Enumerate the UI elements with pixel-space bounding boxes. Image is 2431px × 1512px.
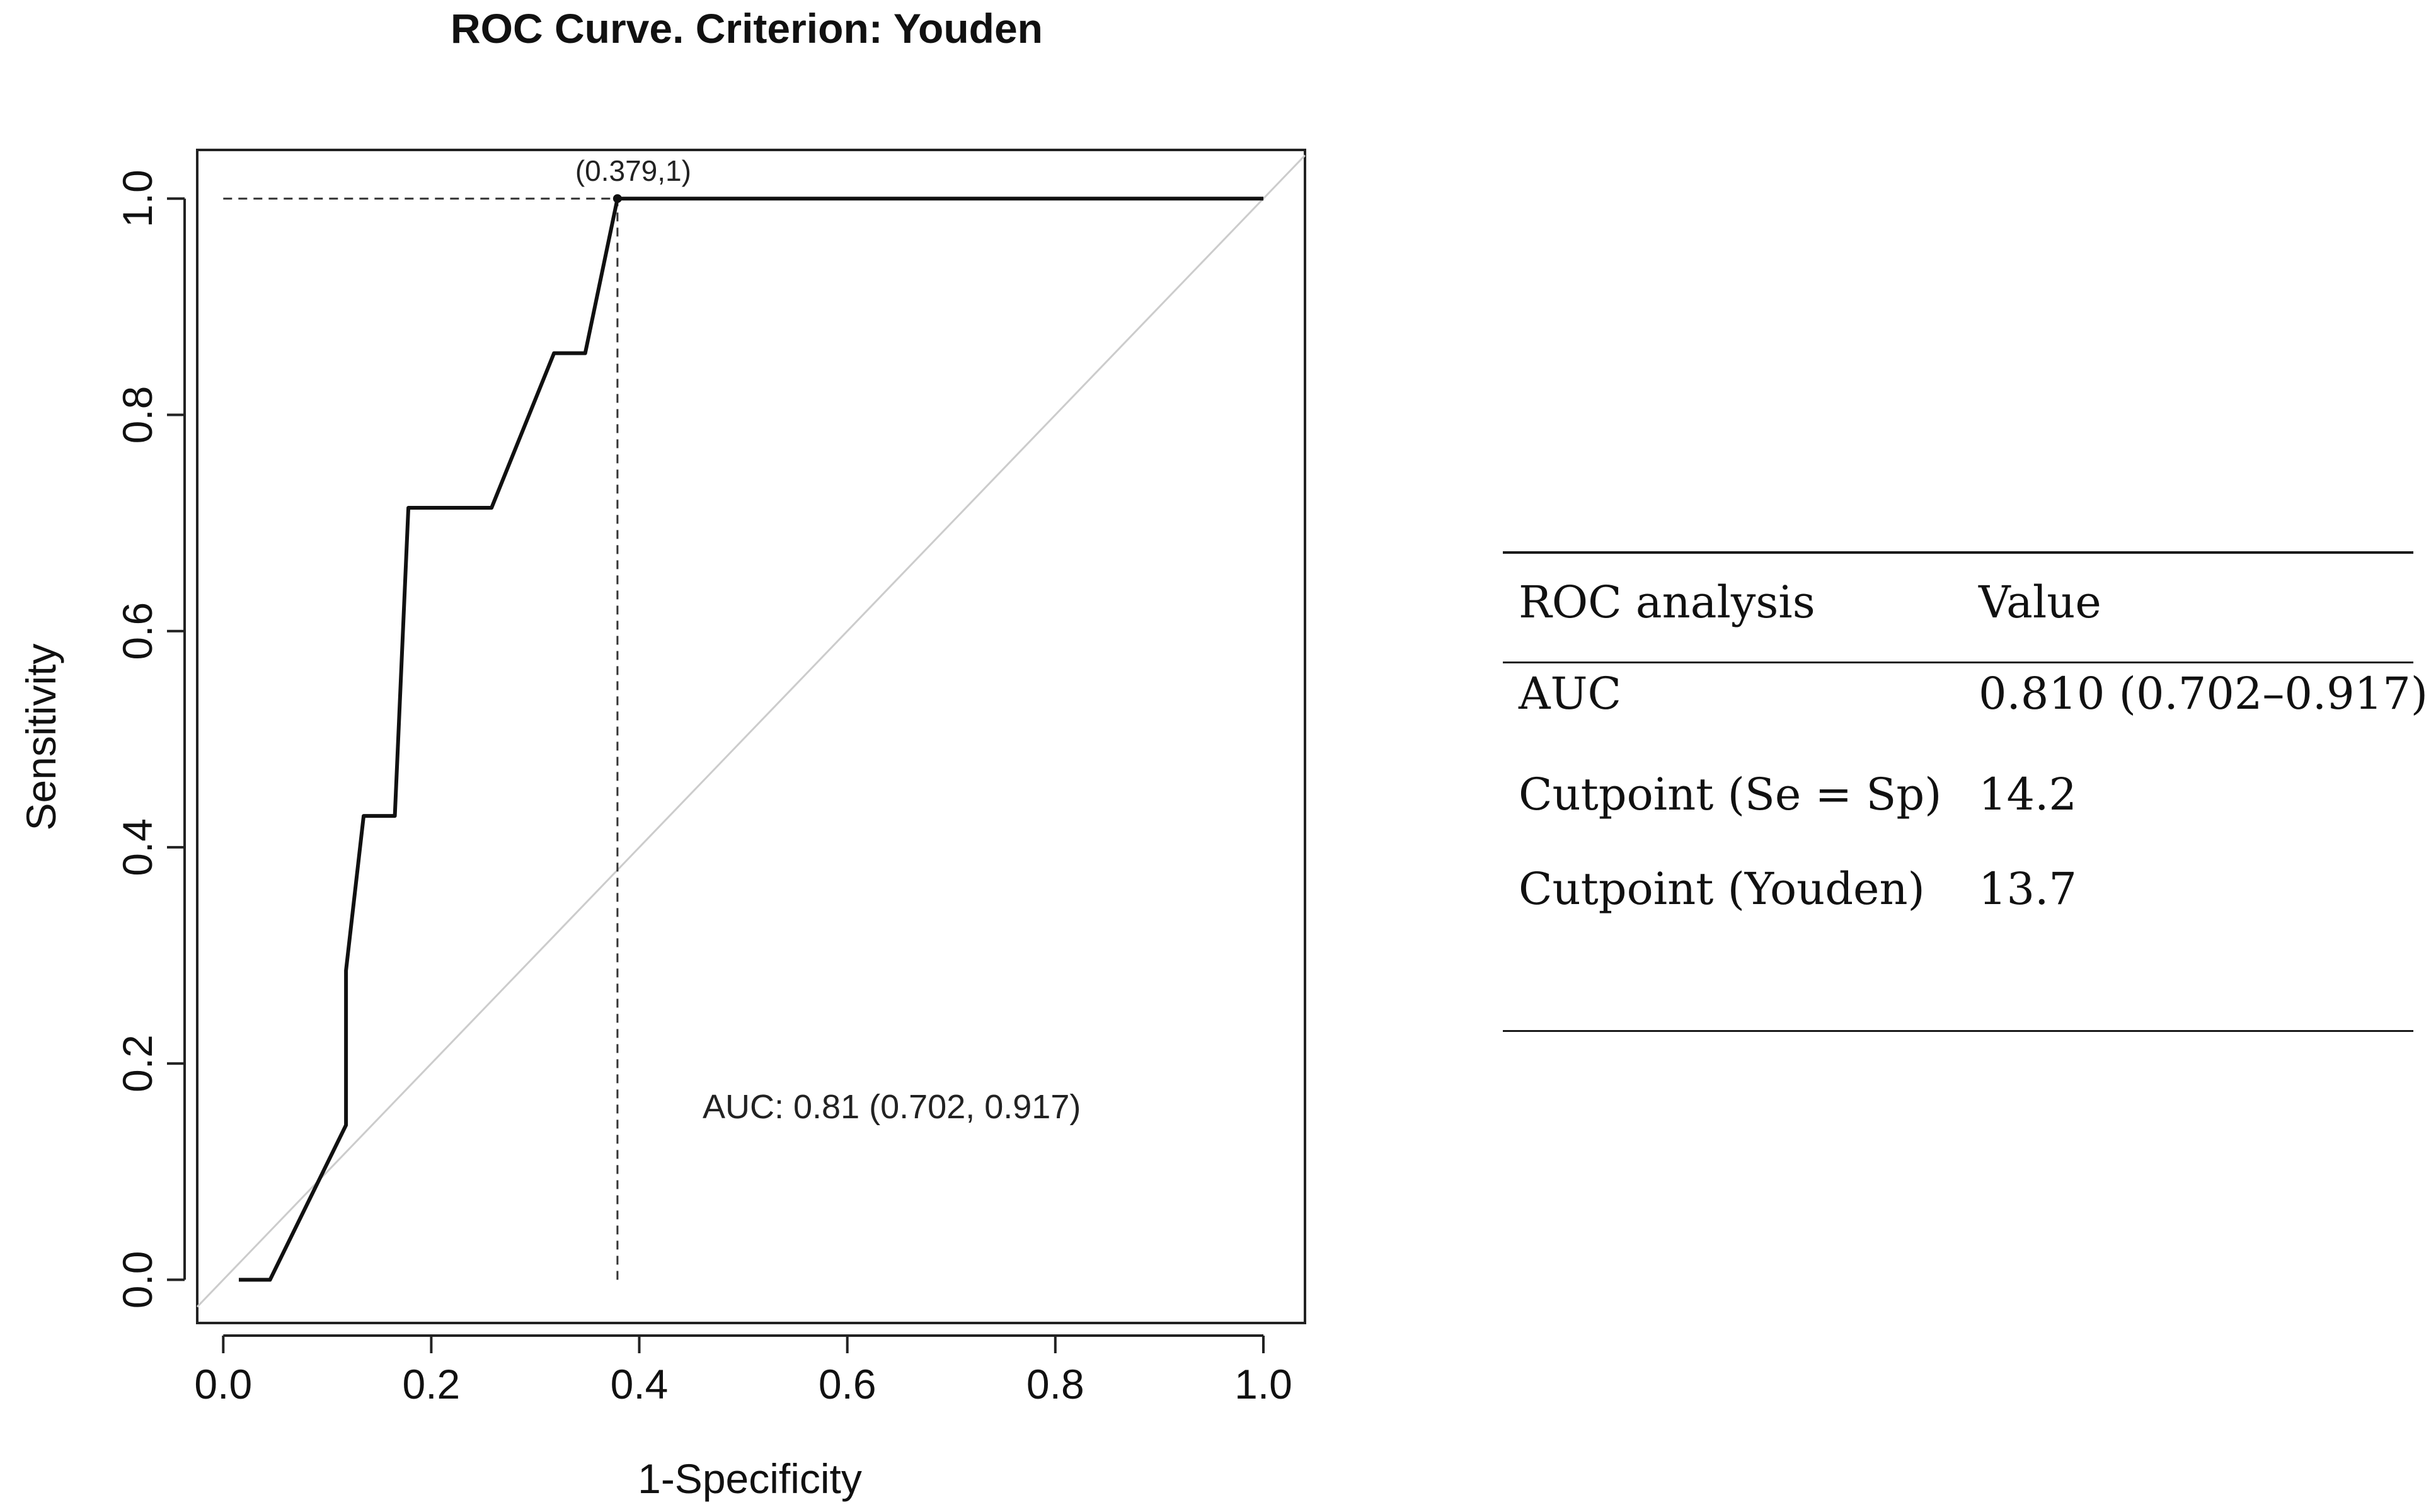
table-top-rule [1503, 551, 2413, 554]
table-row-youden-label: Cutpoint (Youden) [1519, 863, 1925, 915]
table-row-sesp-label: Cutpoint (Se = Sp) [1519, 769, 1942, 820]
table-header-analysis: ROC analysis [1519, 576, 1815, 628]
table-bottom-rule [1503, 1030, 2413, 1032]
y-tick-label: 0.2 [114, 1034, 161, 1092]
chart-annotation: AUC: 0.81 (0.702, 0.917) [703, 1088, 1081, 1126]
y-tick-label: 1.0 [114, 169, 161, 227]
x-tick-label: 1.0 [1234, 1361, 1292, 1407]
x-tick-label: 0.4 [611, 1361, 669, 1407]
table-row-auc-label: AUC [1519, 668, 1622, 719]
chart-title: ROC Curve. Criterion: Youden [451, 5, 1043, 52]
cutpoint-marker [612, 194, 622, 203]
roc-table: ROC analysis Value AUC 0.810 (0.702–0.91… [1503, 551, 2428, 1033]
table-row-youden-value: 13.7 [1979, 863, 2077, 915]
reference-diagonal-line [196, 154, 1306, 1308]
x-tick-label: 0.6 [819, 1361, 876, 1407]
x-tick-label: 0.8 [1026, 1361, 1084, 1407]
y-tick-label: 0.6 [114, 602, 161, 660]
table-header-rule [1503, 662, 2413, 663]
plot-frame [196, 149, 1306, 1324]
cutpoint-label: (0.379,1) [575, 154, 691, 187]
x-tick-label: 0.0 [194, 1361, 252, 1407]
y-tick-label: 0.0 [114, 1251, 161, 1309]
y-tick-label: 0.4 [114, 818, 161, 876]
roc-curve-line [239, 197, 1263, 1282]
table-row-sesp-value: 14.2 [1979, 769, 2077, 820]
y-axis-label: Sensitivity [18, 643, 64, 830]
table-row-auc-value: 0.810 (0.702–0.917) [1979, 668, 2428, 719]
x-tick-label: 0.2 [403, 1361, 461, 1407]
x-axis-label: 1-Specificity [638, 1455, 862, 1502]
y-tick-label: 0.8 [114, 386, 161, 444]
table-header-value: Value [1979, 576, 2101, 628]
